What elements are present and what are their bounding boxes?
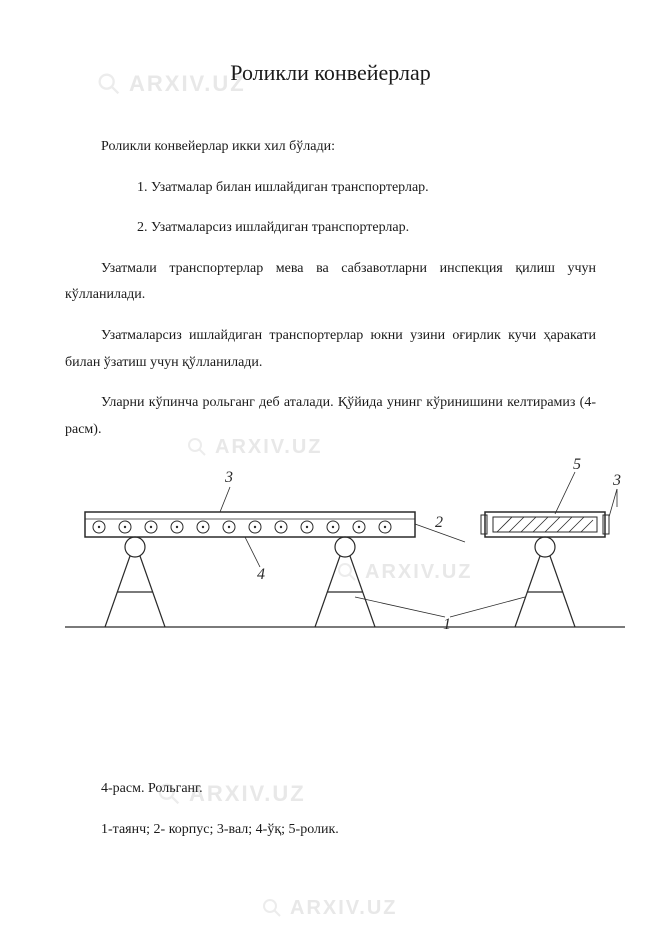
left-conveyor <box>85 512 415 537</box>
label-4: 4 <box>257 566 265 583</box>
figure-4: 3 4 2 5 3 1 <box>65 457 596 662</box>
figure-caption: 4-расм. Рольганг. <box>65 776 596 803</box>
stand-2 <box>315 537 375 627</box>
figure-labels: 3 4 2 5 3 1 <box>220 457 621 633</box>
watermark: ARXIV.UZ <box>260 896 398 920</box>
watermark-text: ARXIV.UZ <box>290 897 398 920</box>
rollers <box>93 521 391 533</box>
label-3b: 3 <box>612 472 621 489</box>
page-title: Роликли конвейерлар <box>65 60 596 86</box>
stand-1 <box>105 537 165 627</box>
right-conveyor <box>481 512 609 537</box>
magnifier-icon <box>260 896 284 920</box>
label-1: 1 <box>443 616 451 633</box>
figure-legend: 1-таянч; 2- корпус; 3-вал; 4-ўқ; 5-ролик… <box>65 817 596 844</box>
paragraph-5: Уларни кўпинча рольганг деб аталади. Қўй… <box>65 390 596 443</box>
spacing <box>65 686 596 776</box>
page-content: Роликли конвейерлар Роликли конвейерлар … <box>65 60 596 844</box>
paragraph-4: Узатмаларсиз ишлайдиган транспортерлар ю… <box>65 323 596 376</box>
rolgang-diagram: 3 4 2 5 3 1 <box>65 457 625 657</box>
paragraph-intro: Роликли конвейерлар икки хил бўлади: <box>65 134 596 161</box>
list-item-1: 1. Узатмалар билан ишлайдиган транспорте… <box>65 175 596 202</box>
label-2: 2 <box>435 514 443 531</box>
label-3a: 3 <box>224 469 233 486</box>
stand-3 <box>515 537 575 627</box>
label-5: 5 <box>573 457 581 473</box>
list-item-2: 2. Узатмаларсиз ишлайдиган транспортерла… <box>65 215 596 242</box>
paragraph-3: Узатмали транспортерлар мева ва сабзавот… <box>65 256 596 309</box>
